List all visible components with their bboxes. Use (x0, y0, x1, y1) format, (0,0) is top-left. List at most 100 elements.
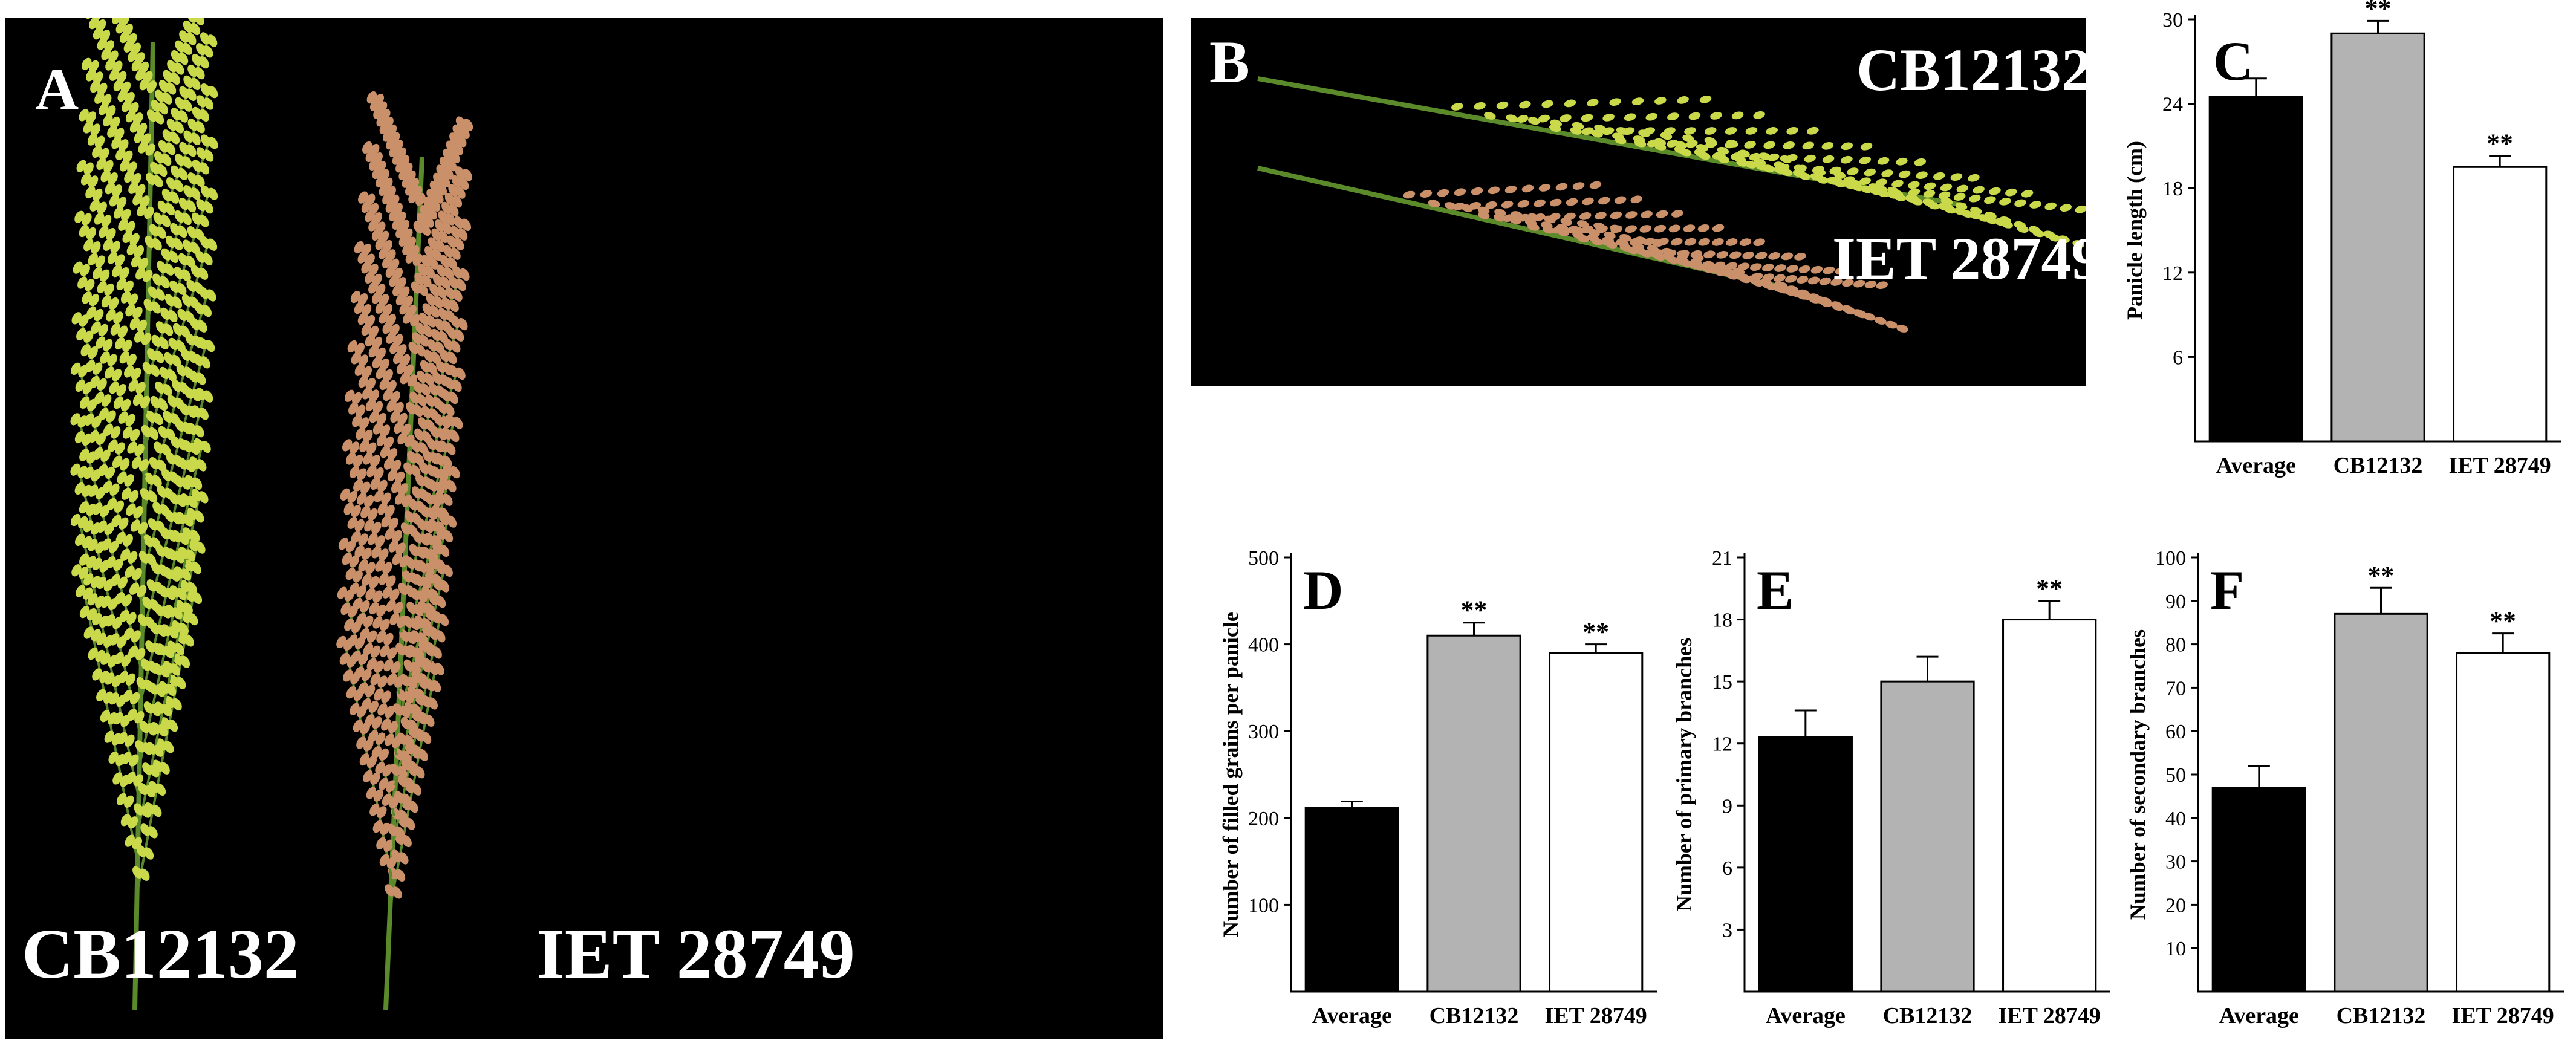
error-bar-f-0 (2248, 765, 2270, 788)
y-tick-label-f-4: 50 (2165, 764, 2186, 787)
bar-chart-d: Average CB12132 ** IET 28749 ** 100 200 300 400 5… (1218, 547, 1657, 1028)
axes-c (2194, 15, 2561, 443)
y-tick-label-e-5: 18 (1712, 609, 1732, 632)
bar-c-2 (2453, 166, 2548, 443)
bar-f-2 (2456, 652, 2551, 993)
bar-chart-e: Average CB12132 IET 28749 ** 3 6 9 12 15 18 21 Numb… (1672, 547, 2110, 1028)
photo-b-label-iet28749: IET 28749 (1832, 225, 2086, 292)
error-bar-c-1 (2367, 19, 2389, 34)
x-tick-label-f-1: CB12132 (2337, 1003, 2426, 1028)
error-bar-f-1 (2370, 586, 2392, 614)
panel-letter-e: E (1757, 559, 1794, 621)
significance-marker-c-2: ** (2487, 129, 2513, 158)
y-tick-label-e-4: 15 (1712, 671, 1732, 694)
x-tick-label-e-0: Average (1766, 1003, 1846, 1028)
y-tick-label-d-4: 500 (1248, 547, 1279, 570)
panicle-cb12132-a (70, 18, 218, 1010)
error-bar-c-0 (2245, 77, 2267, 97)
error-bar-d-2 (1585, 643, 1607, 653)
panel-letter-a: A (35, 56, 79, 123)
x-tick-label-e-1: CB12132 (1883, 1003, 1973, 1028)
y-tick-label-e-6: 21 (1712, 547, 1732, 570)
panicle-iet28749-a (336, 91, 473, 1010)
bar-e-2 (2002, 619, 2097, 993)
error-bar-e-1 (1916, 655, 1939, 682)
y-tick-label-f-0: 10 (2165, 938, 2186, 960)
axes-e (1743, 553, 2110, 993)
y-tick-label-d-1: 200 (1248, 808, 1279, 830)
y-tick-label-e-3: 12 (1712, 733, 1732, 756)
panel-letter-f: F (2210, 559, 2244, 621)
x-tick-label-c-0: Average (2216, 453, 2296, 478)
panel-letter-d: D (1303, 559, 1343, 621)
panicle-photo-a: A CB12132 IET 28749 (5, 18, 1163, 1039)
bar-e-0 (1758, 736, 1853, 993)
photo-a-label-cb12132: CB12132 (22, 914, 299, 993)
y-tick-label-f-6: 70 (2165, 677, 2186, 700)
y-tick-label-e-2: 9 (1722, 795, 1732, 817)
y-tick-label-c-1: 12 (2162, 262, 2183, 285)
significance-marker-d-2: ** (1582, 617, 1609, 647)
significance-marker-f-1: ** (2368, 560, 2395, 590)
bar-c-1 (2330, 32, 2425, 443)
error-bar-d-0 (1341, 801, 1363, 808)
panicle-illustration-a (70, 18, 473, 1010)
y-tick-label-f-8: 90 (2165, 591, 2186, 613)
x-tick-label-d-1: CB12132 (1429, 1003, 1519, 1028)
significance-marker-c-1: ** (2365, 0, 2392, 23)
bar-chart-f: Average CB12132 ** IET 28749 ** 10 20 30 40 50 60 7… (2126, 547, 2564, 1028)
y-axis-label-c: Panicle length (cm) (2122, 141, 2147, 320)
y-tick-label-c-3: 24 (2162, 94, 2183, 116)
bar-d-1 (1426, 634, 1521, 993)
panicle-photo-b: B CB12132 IET 28749 (1191, 18, 2086, 386)
x-tick-label-f-0: Average (2219, 1003, 2299, 1028)
y-tick-label-f-5: 60 (2165, 721, 2186, 743)
bar-d-2 (1549, 652, 1644, 993)
y-tick-label-e-1: 6 (1722, 857, 1732, 880)
y-axis-label-d: Number of filled grains per panicle (1218, 612, 1243, 937)
panicle-iet28749-b (1257, 166, 1908, 333)
y-tick-label-f-2: 30 (2165, 851, 2186, 874)
error-bar-e-2 (2038, 600, 2061, 620)
error-bar-f-2 (2492, 632, 2514, 653)
bar-e-1 (1880, 680, 1975, 993)
significance-marker-e-2: ** (2036, 574, 2063, 603)
axes-f (2197, 553, 2564, 993)
y-tick-label-f-7: 80 (2165, 634, 2186, 657)
y-axis-label-f: Number of secondary branches (2126, 629, 2150, 920)
y-tick-label-c-0: 6 (2173, 346, 2183, 369)
y-tick-label-c-4: 30 (2162, 9, 2183, 31)
y-tick-label-e-0: 3 (1722, 919, 1732, 941)
photo-b-label-cb12132: CB12132 (1856, 36, 2086, 103)
panicle-illustration-b (1257, 76, 2086, 333)
bar-f-0 (2211, 787, 2306, 993)
bar-f-1 (2334, 612, 2428, 993)
panel-letter-b: B (1209, 28, 1250, 96)
y-tick-label-f-3: 40 (2165, 808, 2186, 830)
panel-letter-c: C (2213, 30, 2253, 92)
bar-c-0 (2208, 96, 2303, 443)
bar-chart-c: Average CB12132 ** IET 28749 ** 6 12 18 24 30 Pani… (2122, 0, 2561, 478)
x-tick-label-d-0: Average (1312, 1003, 1392, 1028)
error-bar-d-1 (1463, 622, 1485, 636)
axes-d (1290, 553, 1657, 993)
x-tick-label-f-2: IET 28749 (2452, 1003, 2554, 1028)
y-tick-label-f-9: 100 (2155, 547, 2186, 570)
y-tick-label-c-2: 18 (2162, 178, 2183, 200)
y-tick-label-f-1: 20 (2165, 894, 2186, 917)
y-tick-label-d-3: 400 (1248, 634, 1279, 657)
bar-d-0 (1304, 807, 1399, 993)
x-tick-label-c-2: IET 28749 (2449, 453, 2551, 478)
x-tick-label-c-1: CB12132 (2334, 453, 2423, 478)
x-tick-label-d-2: IET 28749 (1545, 1003, 1647, 1028)
photo-a-label-iet28749: IET 28749 (537, 914, 855, 993)
significance-marker-f-2: ** (2490, 606, 2516, 636)
error-bar-e-0 (1794, 709, 1817, 738)
y-axis-label-e: Number of primary branches (1672, 638, 1696, 911)
significance-marker-d-1: ** (1461, 596, 1488, 625)
y-tick-label-d-0: 100 (1248, 894, 1279, 917)
x-tick-label-e-2: IET 28749 (1999, 1003, 2101, 1028)
error-bar-c-2 (2489, 155, 2511, 167)
panicle-cb12132-b (1257, 76, 2086, 248)
y-tick-label-d-2: 300 (1248, 721, 1279, 743)
